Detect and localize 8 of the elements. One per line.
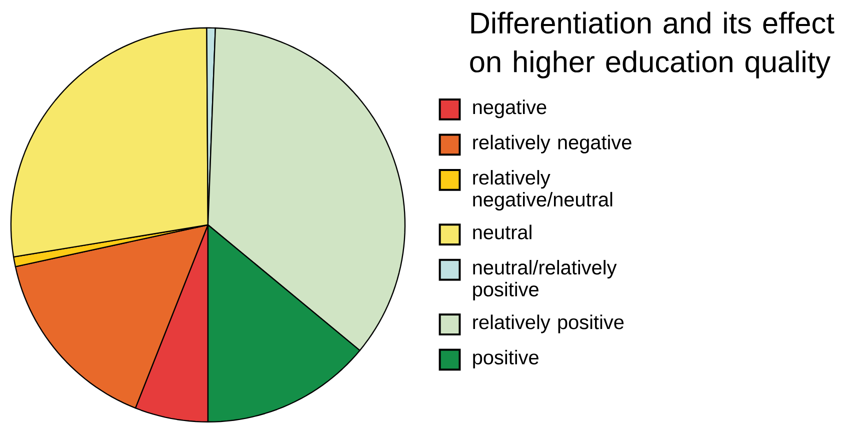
legend-label: relatively positive [473,314,624,334]
legend-label: positive [473,350,538,368]
legend-label: neutral [473,224,532,240]
chart-title: Differentiation and its effect on higher education quality [470,12,834,78]
legend-label: neutral/relatively positive [473,260,617,300]
legend-label: relatively negative [473,134,632,154]
legend-label: relatively negative/neutral [473,170,612,211]
legend-label: negative [473,100,546,118]
